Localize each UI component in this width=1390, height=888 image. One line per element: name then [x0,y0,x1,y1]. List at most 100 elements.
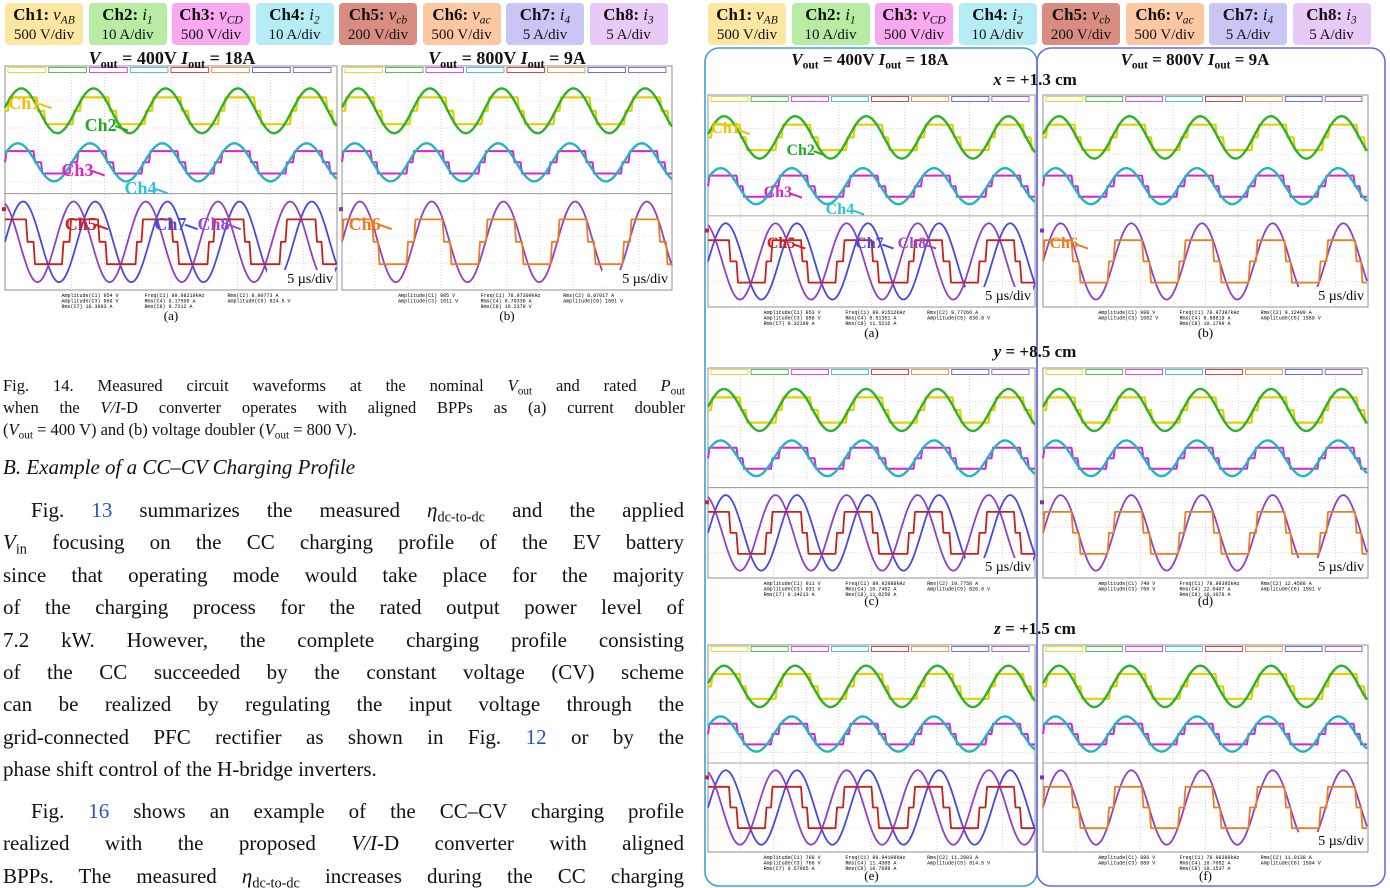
scope-channel-tab [952,97,989,102]
scope-readout: Amplitude(C5) 824.5 V [227,299,290,305]
channel-var: v [53,5,61,24]
channel-name: Ch4:i2 [959,3,1037,27]
channel-legend: Ch5:vcb200 V/div [1042,3,1120,45]
channel-scale: 10 A/div [959,27,1037,44]
text-run: = 800 V). [289,420,357,439]
text-run: out [528,57,545,71]
text-run: out [101,57,118,71]
channel-name: Ch8:i3 [1293,3,1371,27]
channel-id: Ch3: [882,5,918,24]
text-run: = 400V [819,50,879,69]
scope-channel-tab [1245,647,1282,652]
text-run: out [671,386,685,398]
text-run: V [265,420,275,439]
time-scale-label: 5 µs/div [1318,289,1364,304]
channel-legend: Ch1:vAB500 V/div [708,3,786,45]
scope-channel-tab [751,647,788,652]
text-run: V [1121,50,1132,69]
text-run: V [89,48,101,68]
paragraph-line: can be realized by regulating the input … [3,692,684,717]
scope-readout: Amplitude(C6) 1591 V [1261,587,1321,593]
reference-link[interactable]: 12 [526,725,547,749]
channel-scale: 10 A/div [89,27,167,44]
text-run: x [993,70,1002,89]
channel-marker [705,500,709,504]
text-run: and rated [532,376,661,395]
text-run: focusing on the CC charging profile of t… [27,530,684,554]
channel-name: Ch8:i3 [590,3,668,27]
channel-name: Ch1:vAB [5,3,83,27]
scope-channel-tab [992,97,1029,102]
text-run: dc-to-dc [252,875,300,888]
channel-marker [1040,229,1044,233]
channel-legend: Ch6:vac500 V/div [1126,3,1204,45]
scope-channel-tab [791,370,828,375]
scope-readout: Amplitude(C6) 1594 V [1261,861,1321,867]
text-run: of the CC succeeded by the constant volt… [3,660,684,684]
scope-channel-tab [1086,97,1123,102]
scope-channel-tab [1285,370,1322,375]
scope-channel-tab [1086,370,1123,375]
scope-channel-tab [1245,97,1282,102]
scope-channel-tab [1046,647,1083,652]
text-run: V [791,50,802,69]
scope-channel-tab [831,370,868,375]
text-run: V [9,420,19,439]
scope-readout: Amplitude(C3) 889 V [1098,861,1155,867]
text-run: -D converter with aligned [377,831,684,855]
channel-name: Ch6:vac [1126,3,1204,27]
paragraph-line: BPPs. The measured ηdc-to-dc increases d… [3,864,684,888]
text-run: Fig. 14. Measured circuit waveforms at t… [3,376,508,395]
channel-id: Ch2: [102,5,138,24]
channel-scale: 500 V/div [875,27,953,44]
text-run: η [242,864,252,888]
channel-annotation: Ch7 [154,214,186,235]
reference-link[interactable]: 16 [88,799,109,823]
text-run: dc-to-dc [437,510,485,526]
text-run: out [440,57,457,71]
channel-var: v [922,5,930,24]
channel-annotation: Ch3 [764,184,792,202]
scope-channel-tab [1166,647,1203,652]
channel-id: Ch5: [1052,5,1088,24]
caption-line: Fig. 14. Measured circuit waveforms at t… [3,376,685,398]
channel-scale: 5 A/div [1293,27,1371,44]
scope-channel-tab [751,97,788,102]
scope-readout: Rms(C7) 9.57965 A [764,866,815,872]
scope-channel-tab [1046,97,1083,102]
scope-channel-tab [1126,647,1163,652]
reference-link[interactable]: 13 [91,498,112,522]
text-run: = 9A [545,48,586,68]
text-run: since that operating mode would take pla… [3,563,684,587]
text-run: out [275,430,289,442]
panel-label: (d) [1198,593,1213,608]
channel-legend: Ch2:i110 A/div [792,3,870,45]
scope-channel-tab [1325,97,1362,102]
channel-name: Ch2:i1 [792,3,870,27]
panel-label: (a) [864,325,878,340]
text-run: -D converter operates with aligned BPPs … [121,398,685,417]
text-run: = 800V [1148,50,1208,69]
scope-channel-tab [912,370,949,375]
figure-graphics: 5 µs/divAmplitude(C1) 954 VAmplitude(C3)… [0,0,1390,888]
text-run: I [521,48,528,68]
text-run: V [428,48,440,68]
scope-channel-tab [1126,370,1163,375]
channel-id: Ch8: [603,5,639,24]
channel-id: Ch1: [716,5,752,24]
channel-scale: 500 V/div [423,27,501,44]
channel-id: Ch4: [269,5,305,24]
time-scale-label: 5 µs/div [1318,834,1364,849]
scope-channel-tab [791,97,828,102]
panel-label: (e) [864,868,878,883]
channel-marker [705,775,709,779]
condition-title: Vout = 400V Iout = 18A [710,50,1030,72]
scope-readout: Amplitude(C6) 1601 V [563,299,623,305]
text-run: = 18A [205,48,255,68]
channel-sub: AB [764,14,778,27]
channel-id: Ch3: [179,5,215,24]
text-run: can be realized by regulating the input … [3,692,684,716]
